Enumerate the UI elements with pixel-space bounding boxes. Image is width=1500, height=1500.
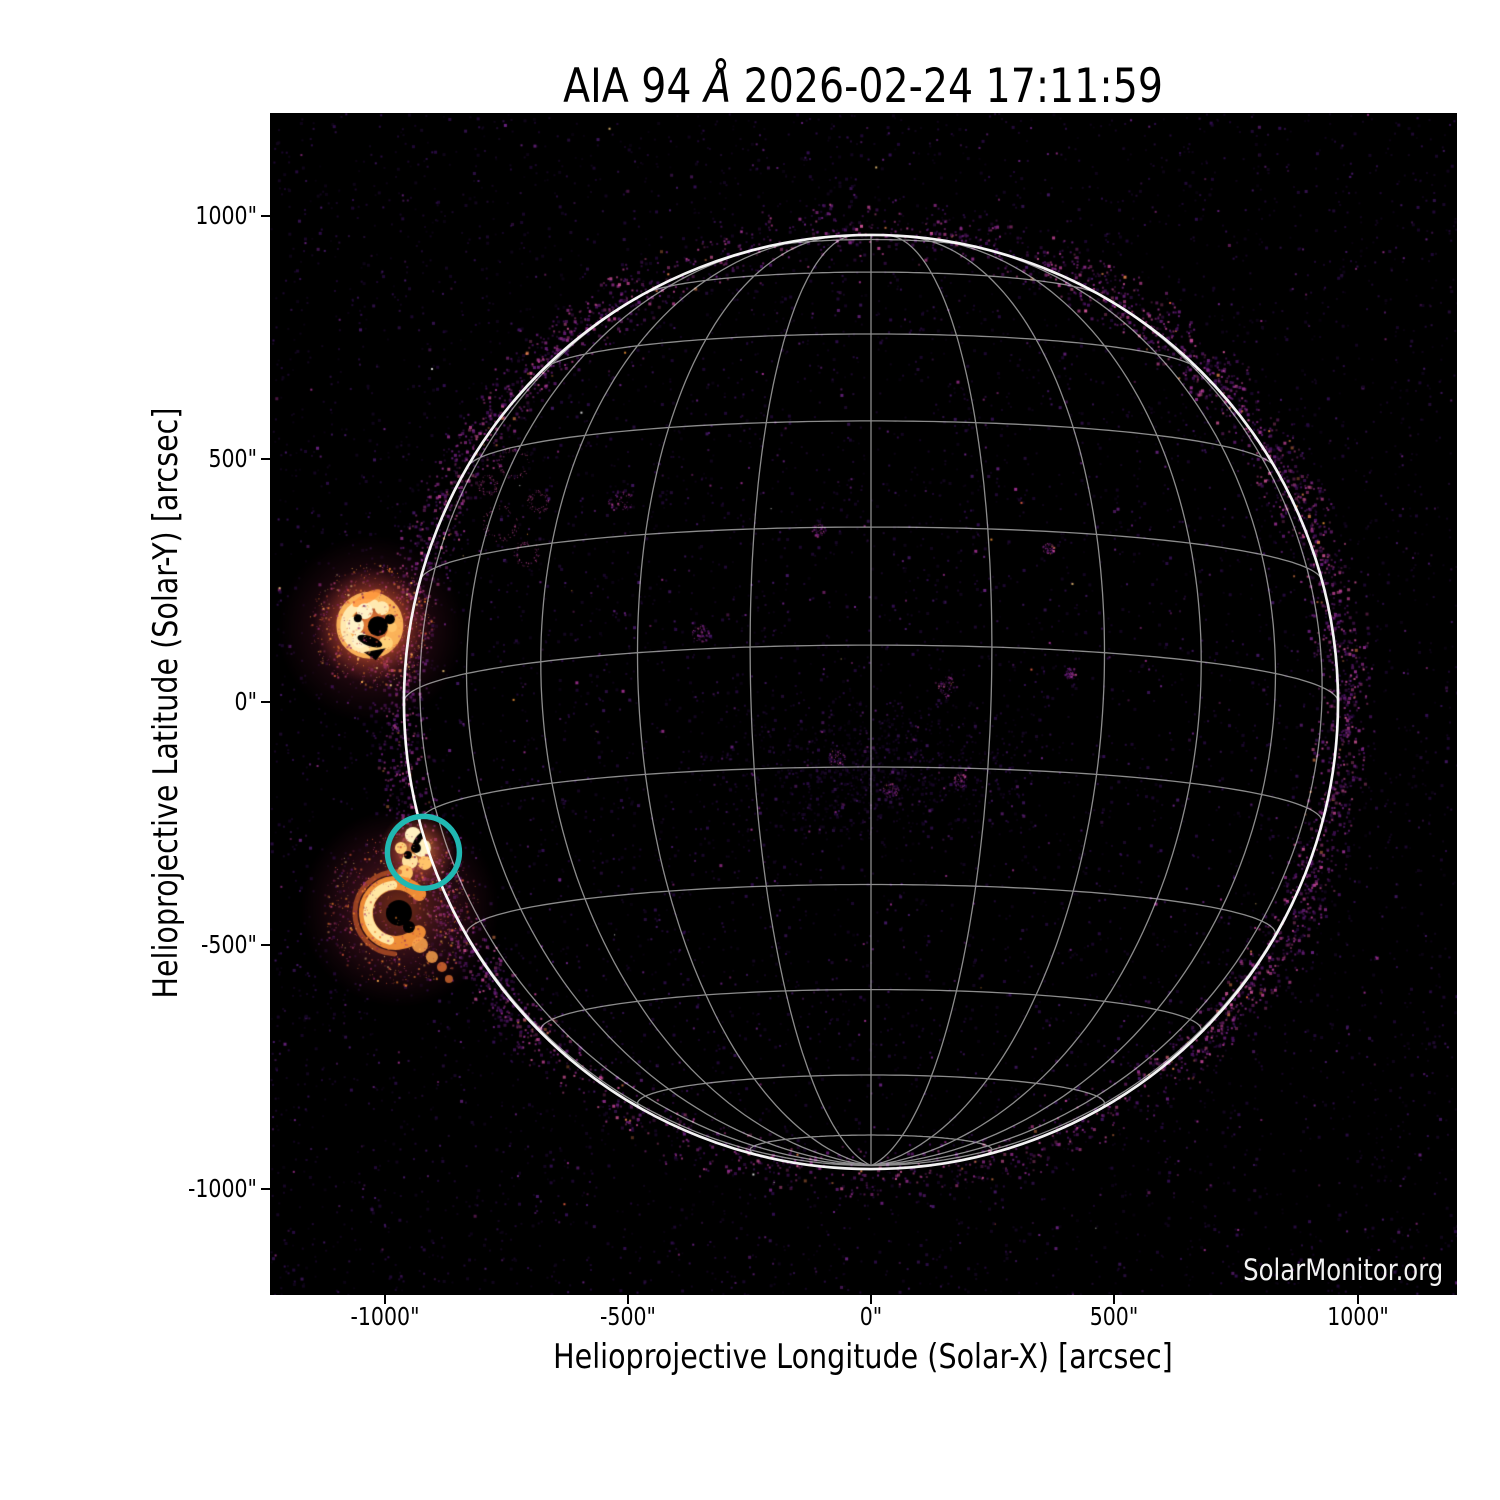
x-tick-mark <box>870 1295 872 1304</box>
x-tick-label: -1000" <box>349 1302 420 1331</box>
x-tick-label: -500" <box>599 1302 656 1331</box>
y-tick-mark <box>261 457 270 460</box>
flare-marker-circle <box>384 813 463 892</box>
x-axis-label: Helioprojective Longitude (Solar-X) [arc… <box>553 1337 1173 1377</box>
y-tick-mark <box>261 214 270 217</box>
heliographic-grid-lines <box>403 234 1339 1167</box>
x-tick-label: 0" <box>859 1302 883 1331</box>
y-tick-mark <box>261 1187 270 1190</box>
y-tick-label: -1000" <box>187 1173 257 1203</box>
title-angstrom: Å <box>704 59 732 114</box>
figure-title: AIA 94 Å 2026-02-24 17:11:59 <box>563 60 1163 114</box>
x-tick-mark <box>1356 1295 1359 1304</box>
x-tick-mark <box>383 1295 386 1304</box>
watermark: SolarMonitor.org <box>1242 1253 1443 1287</box>
y-tick-mark <box>261 701 270 703</box>
x-tick-mark <box>626 1295 629 1304</box>
title-prefix: AIA 94 <box>563 59 705 114</box>
solar-limb <box>402 233 1340 1171</box>
plot-area: SolarMonitor.org <box>270 113 1457 1295</box>
y-tick-label: 500" <box>208 443 257 473</box>
y-tick-label: 0" <box>234 687 257 716</box>
y-tick-label: 1000" <box>195 200 257 230</box>
x-tick-label: 1000" <box>1326 1302 1389 1331</box>
y-tick-mark <box>261 944 270 947</box>
y-axis-label: Helioprojective Latitude (Solar-Y) [arcs… <box>146 407 186 999</box>
title-suffix: 2026-02-24 17:11:59 <box>731 59 1163 114</box>
y-tick-label: -500" <box>201 930 257 960</box>
heliographic-grid <box>384 233 1340 1171</box>
x-tick-mark <box>1113 1295 1116 1304</box>
x-tick-label: 500" <box>1089 1302 1139 1331</box>
